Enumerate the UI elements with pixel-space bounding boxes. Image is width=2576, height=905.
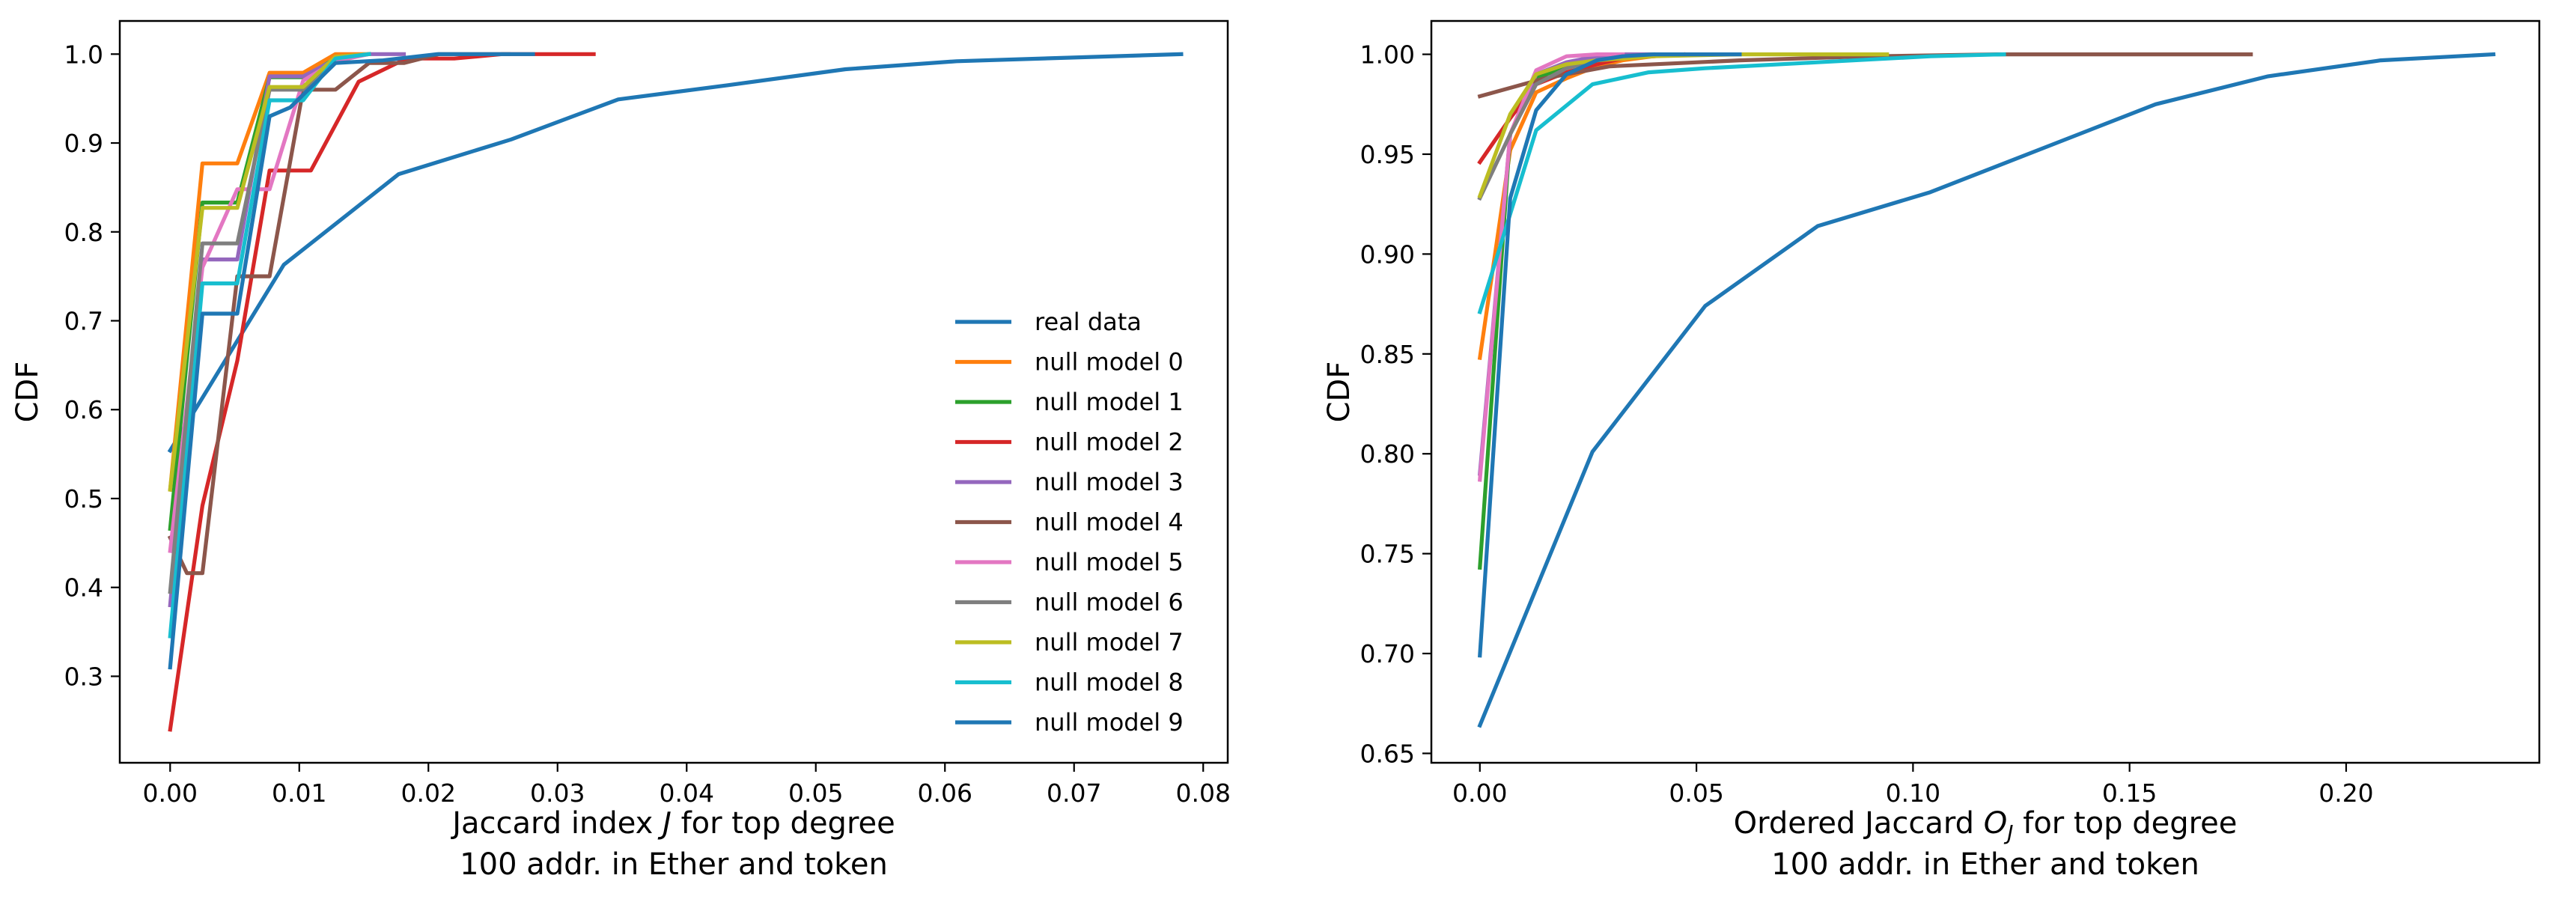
y-tick-label: 0.9 xyxy=(64,129,103,158)
x-tick-label: 0.01 xyxy=(272,778,326,808)
y-tick-label: 0.80 xyxy=(1360,439,1415,469)
y-tick-label: 0.3 xyxy=(64,662,103,691)
y-tick-label: 0.85 xyxy=(1360,340,1415,369)
series-line-real-data xyxy=(1477,52,2496,728)
legend-label: null model 6 xyxy=(1035,588,1184,617)
x-tick-label: 0.08 xyxy=(1175,778,1230,808)
y-tick-label: 0.6 xyxy=(64,395,103,424)
x-axis-label-text: for top degree xyxy=(2014,806,2238,841)
legend-label: null model 7 xyxy=(1035,628,1184,656)
series-line-null-model-4 xyxy=(1477,52,2253,99)
series-line-null-model-9 xyxy=(168,52,535,670)
series-line-real-data xyxy=(167,52,1184,454)
x-tick-label: 0.00 xyxy=(1452,778,1507,808)
x-axis-label-line-1: Jaccard index J for top degree xyxy=(450,806,895,841)
x-tick-label: 0.06 xyxy=(917,778,972,808)
x-axis-label-line-2: 100 addr. in Ether and token xyxy=(460,847,888,882)
legend-label: null model 8 xyxy=(1035,668,1184,697)
x-axis-label-text: Ordered Jaccard xyxy=(1734,806,1984,841)
y-tick-label: 0.95 xyxy=(1360,140,1415,169)
series-line-null-model-5 xyxy=(1477,52,1625,482)
x-axis-label-symbol: O xyxy=(1984,806,2007,841)
legend: real data null model 0 null model 1 null mo… xyxy=(955,308,1184,737)
x-axis-label-text: for top degree xyxy=(672,806,895,841)
y-tick-label: 0.7 xyxy=(64,307,103,336)
series-line-null-model-9 xyxy=(1478,52,1742,658)
legend-label: null model 1 xyxy=(1035,388,1184,416)
y-tick-label: 0.65 xyxy=(1360,739,1415,768)
legend-label: null model 0 xyxy=(1035,348,1184,377)
chart-panel-1: 0.00 0.01 0.02 0.03 0.04 0.05 0.06 0.07 0.08 0.3 0… xyxy=(10,19,1231,882)
y-axis-label: CDF xyxy=(10,362,45,423)
legend-label: null model 3 xyxy=(1035,468,1184,496)
x-tick-label: 0.05 xyxy=(1669,778,1723,808)
x-tick-label: 0.04 xyxy=(660,778,714,808)
x-tick-label: 0.15 xyxy=(2102,778,2157,808)
y-tick-label: 0.5 xyxy=(64,484,103,514)
series-lines xyxy=(1477,52,2496,728)
series-line-null-model-8 xyxy=(1477,52,2006,315)
y-tick-label: 1.0 xyxy=(64,40,103,69)
x-tick-label: 0.00 xyxy=(143,778,198,808)
x-tick-label: 0.03 xyxy=(530,778,585,808)
series-line-null-model-0 xyxy=(168,52,371,492)
series-line-null-model-8 xyxy=(168,52,371,639)
x-tick-label: 0.10 xyxy=(1886,778,1940,808)
y-tick-label: 0.75 xyxy=(1360,540,1415,569)
y-tick-label: 1.00 xyxy=(1360,40,1415,70)
legend-label: null model 4 xyxy=(1035,508,1184,537)
y-tick-label: 0.90 xyxy=(1360,240,1415,269)
chart-panel-2: 0.00 0.05 0.10 0.15 0.20 0.65 0.70 0.75 0.80 0.85… xyxy=(1322,19,2541,882)
x-tick-label: 0.20 xyxy=(2318,778,2373,808)
x-tick-label: 0.02 xyxy=(401,778,456,808)
x-tick-label: 0.05 xyxy=(788,778,843,808)
legend-label: null model 9 xyxy=(1035,708,1184,737)
y-tick-label: 0.70 xyxy=(1360,639,1415,668)
legend-label: null model 5 xyxy=(1035,548,1184,576)
y-axis-label: CDF xyxy=(1322,362,1356,423)
x-axis-label-line-2: 100 addr. in Ether and token xyxy=(1771,847,2199,882)
y-tick-label: 0.8 xyxy=(64,218,103,247)
axes-frame xyxy=(118,19,1229,764)
axes-frame xyxy=(1430,19,2541,764)
series-lines xyxy=(167,52,1184,732)
legend-label: real data xyxy=(1035,308,1142,336)
series-line-null-model-2 xyxy=(168,52,596,732)
legend-label: null model 2 xyxy=(1035,428,1184,457)
y-tick-label: 0.4 xyxy=(64,573,103,603)
x-axis-label-text: Jaccard index xyxy=(450,806,663,841)
x-tick-label: 0.07 xyxy=(1047,778,1101,808)
x-axis-label-line-1: Ordered Jaccard OJ for top degree xyxy=(1734,806,2238,845)
